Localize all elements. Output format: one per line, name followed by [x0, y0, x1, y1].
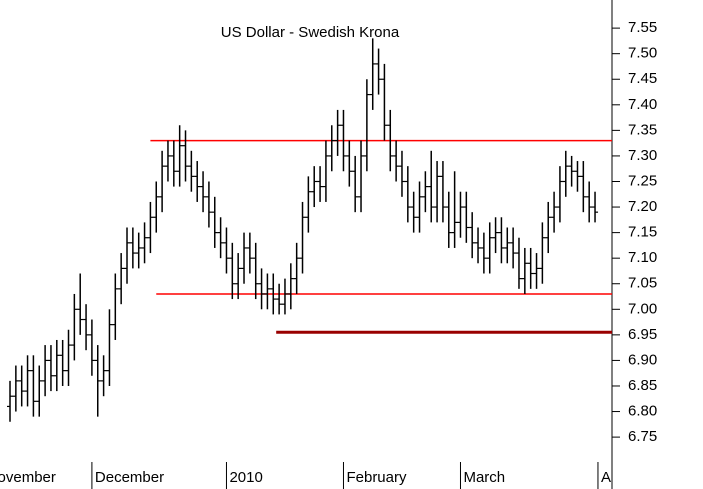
y-tick-label: 7.00	[628, 300, 657, 317]
y-tick-label: 6.95	[628, 326, 657, 343]
y-tick-label: 6.85	[628, 377, 657, 394]
y-tick-label: 6.75	[628, 428, 657, 445]
x-tick-label: March	[463, 469, 505, 486]
y-tick-label: 7.40	[628, 96, 657, 113]
y-tick-label: 7.45	[628, 70, 657, 87]
y-tick-label: 6.90	[628, 351, 657, 368]
chart-title: US Dollar - Swedish Krona	[221, 24, 400, 41]
x-tick-label: 2010	[229, 469, 262, 486]
x-tick-label: November	[0, 469, 56, 486]
y-tick-label: 7.15	[628, 224, 657, 241]
y-tick-label: 7.30	[628, 147, 657, 164]
y-tick-label: 7.50	[628, 45, 657, 62]
y-tick-label: 7.35	[628, 121, 657, 138]
y-tick-label: 7.20	[628, 198, 657, 215]
y-tick-label: 6.80	[628, 403, 657, 420]
y-tick-label: 7.25	[628, 172, 657, 189]
x-tick-label: December	[95, 469, 164, 486]
y-tick-label: 7.10	[628, 249, 657, 266]
y-tick-label: 7.05	[628, 275, 657, 292]
y-tick-label: 7.55	[628, 19, 657, 36]
plot-area: November December 2010 February March April	[0, 38, 631, 489]
x-tick-label: April	[601, 469, 631, 486]
x-tick-label: February	[346, 469, 407, 486]
